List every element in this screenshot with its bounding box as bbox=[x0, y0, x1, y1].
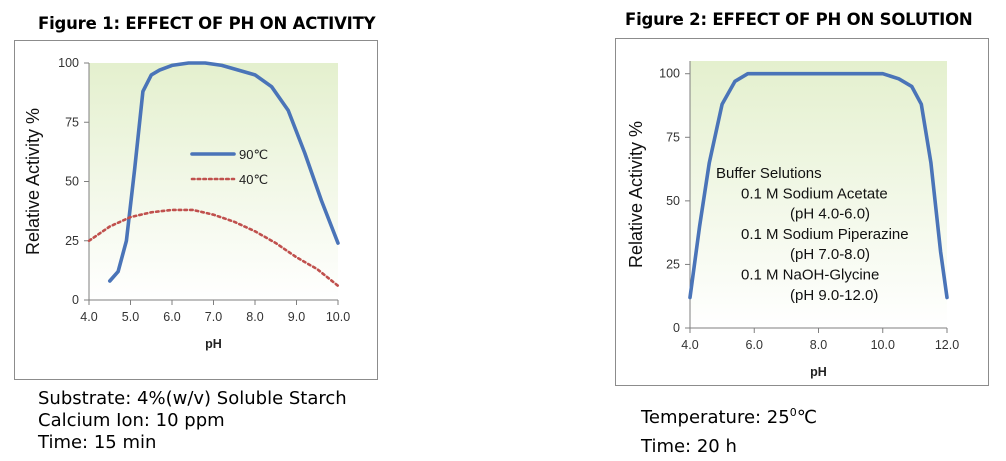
calcium-note: Calcium Ion: 10 ppm bbox=[38, 410, 225, 431]
y-tick-label: 25 bbox=[65, 234, 79, 248]
x-tick-label: 6.0 bbox=[746, 338, 763, 352]
buffer-annotation-line: (pH 4.0-6.0) bbox=[790, 206, 870, 223]
figure-1-title: Figure 1: EFFECT OF PH ON ACTIVITY bbox=[38, 14, 376, 33]
plot-area bbox=[690, 61, 947, 328]
x-tick-label: 4.0 bbox=[681, 338, 698, 352]
series-line-0 bbox=[688, 71, 949, 300]
y-axis-label: Relative Activity % bbox=[626, 121, 646, 268]
legend-label: 90℃ bbox=[239, 147, 268, 162]
buffer-annotation-line: (pH 7.0-8.0) bbox=[790, 246, 870, 263]
buffer-annotation-line: Buffer Selutions bbox=[716, 165, 822, 182]
y-tick-label: 75 bbox=[65, 115, 79, 129]
y-tick-label: 50 bbox=[65, 175, 79, 189]
y-tick-label: 100 bbox=[58, 56, 79, 70]
x-tick-label: 6.0 bbox=[163, 310, 180, 324]
x-tick-label: 10.0 bbox=[326, 310, 350, 324]
figure-2-chart: 0 25 50 75 100 4.0 6.0 8.0 10.0 12.0 pH Relative Ac… bbox=[626, 61, 959, 379]
substrate-note: Substrate: 4%(w/v) Soluble Starch bbox=[38, 388, 347, 409]
figure-1-conditions: Substrate: 4%(w/v) Soluble Starch Calciu… bbox=[38, 388, 347, 454]
y-tick-label: 75 bbox=[666, 130, 680, 144]
series-line-40℃ bbox=[87, 208, 340, 288]
plot-area bbox=[89, 63, 338, 300]
time-note-2: Time: 20 h bbox=[641, 436, 737, 457]
legend-label: 40℃ bbox=[239, 172, 268, 187]
buffer-annotation-line: 0.1 M Sodium Acetate bbox=[741, 185, 888, 202]
buffer-annotation-line: (pH 9.0-12.0) bbox=[790, 287, 878, 304]
y-axis-label: Relative Activity % bbox=[23, 108, 43, 255]
figure-2-conditions: Temperature: 250℃ Time: 20 h bbox=[641, 398, 817, 461]
x-tick-label: 12.0 bbox=[935, 338, 959, 352]
x-tick-label: 10.0 bbox=[871, 338, 895, 352]
buffer-annotation-line: 0.1 M NaOH-Glycine bbox=[741, 267, 879, 284]
x-tick-label: 7.0 bbox=[205, 310, 222, 324]
figure-2-frame: 0 25 50 75 100 4.0 6.0 8.0 10.0 12.0 pH Relative Ac… bbox=[615, 38, 989, 386]
y-tick-label: 50 bbox=[666, 194, 680, 208]
y-tick-label: 100 bbox=[659, 67, 680, 81]
x-tick-label: 5.0 bbox=[122, 310, 139, 324]
temperature-note: Temperature: 250℃ bbox=[641, 406, 817, 428]
x-tick-label: 9.0 bbox=[288, 310, 305, 324]
y-tick-label: 0 bbox=[673, 321, 680, 335]
x-tick-label: 4.0 bbox=[80, 310, 97, 324]
y-tick-label: 0 bbox=[72, 293, 79, 307]
x-tick-label: 8.0 bbox=[246, 310, 263, 324]
buffer-annotation-line: 0.1 M Sodium Piperazine bbox=[741, 226, 909, 243]
series-line-90℃ bbox=[108, 61, 340, 283]
figure-1-frame: 0 25 50 75 100 4.0 5.0 6.0 7.0 8.0 9.0 10.0 pH Relati… bbox=[14, 40, 378, 380]
x-axis-label: pH bbox=[205, 337, 222, 351]
x-axis-label: pH bbox=[810, 365, 827, 379]
y-tick-label: 25 bbox=[666, 257, 680, 271]
figure-1-chart: 0 25 50 75 100 4.0 5.0 6.0 7.0 8.0 9.0 10.0 pH Relati… bbox=[23, 56, 350, 351]
x-tick-label: 8.0 bbox=[810, 338, 827, 352]
time-note: Time: 15 min bbox=[38, 432, 157, 453]
figure-2-title: Figure 2: EFFECT OF PH ON SOLUTION bbox=[625, 10, 973, 29]
